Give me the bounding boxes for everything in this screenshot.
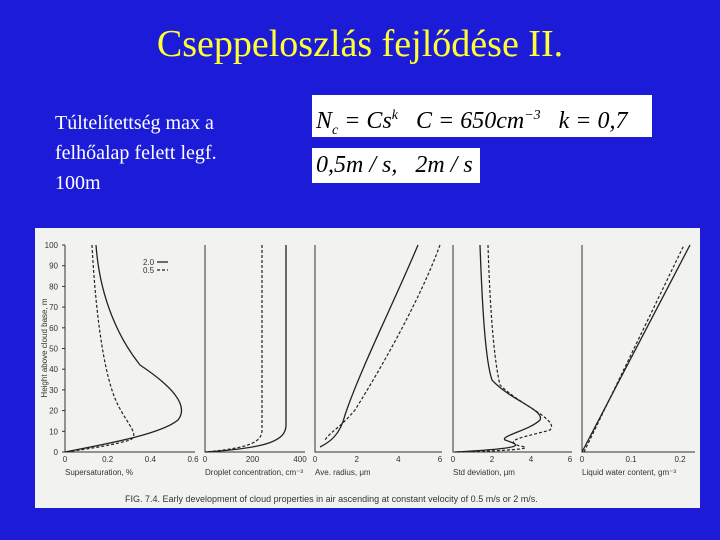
- figure-background: [35, 228, 700, 508]
- x-axis-label: Std deviation, μm: [453, 468, 515, 477]
- formula-part: = Cs: [344, 108, 392, 134]
- formula-part: N: [316, 108, 333, 134]
- formula-part: C = 650cm: [416, 108, 525, 134]
- x-tick-label: 0.2: [102, 455, 114, 464]
- x-tick-label: 4: [529, 455, 534, 464]
- formula-part: k = 0,7: [558, 108, 628, 134]
- slide-title: Cseppeloszlás fejlődése II.: [156, 23, 564, 65]
- curve: [319, 244, 419, 448]
- formula-part: 0,5m / s, 2m / s: [316, 152, 473, 178]
- curve: [454, 244, 541, 453]
- x-tick-label: 0.4: [145, 455, 157, 464]
- y-tick-label: 10: [49, 427, 58, 436]
- formula-box: 0,5m / s, 2m / s: [312, 148, 480, 183]
- y-tick-label: 50: [49, 345, 58, 354]
- x-axis-label: Supersaturation, %: [65, 468, 133, 477]
- y-tick-label: 20: [49, 407, 58, 416]
- curve: [64, 244, 183, 453]
- x-axis-label: Droplet concentration, cm⁻³: [205, 468, 303, 477]
- formula-box: Nc = Csk C = 650cm−3 k = 0,7: [312, 95, 652, 138]
- y-tick-label: 30: [49, 386, 58, 395]
- x-tick-label: 0: [203, 455, 208, 464]
- y-tick-label: 60: [49, 324, 58, 333]
- curve: [583, 244, 685, 453]
- x-tick-label: 0.6: [187, 455, 199, 464]
- curve: [581, 244, 691, 453]
- x-tick-label: 2: [490, 455, 495, 464]
- x-tick-label: 4: [396, 455, 401, 464]
- x-tick-label: 0: [313, 455, 318, 464]
- x-tick-label: 0: [451, 455, 456, 464]
- axis: [452, 245, 572, 453]
- curve: [455, 244, 553, 453]
- curve: [324, 244, 441, 441]
- formula-part: c: [332, 122, 339, 138]
- x-tick-label: 400: [293, 455, 307, 464]
- x-tick-label: 0.1: [625, 455, 637, 464]
- y-axis-label: Height above cloud base, m: [40, 298, 49, 398]
- text-line: felhőalap felett legf.: [55, 142, 217, 164]
- x-tick-label: 2: [354, 455, 359, 464]
- x-axis-label: Liquid water content, gm⁻³: [582, 468, 676, 477]
- y-tick-label: 80: [49, 282, 58, 291]
- text-line: Túltelítettség max a: [55, 112, 214, 134]
- caption: FIG. 7.4. Early development of cloud pro…: [125, 494, 538, 504]
- x-axis-label: Ave. radius, μm: [315, 468, 371, 477]
- plots: 2.0 0.5: [64, 244, 695, 453]
- x-tick-label: 6: [568, 455, 573, 464]
- y-tick-label: 100: [45, 241, 59, 250]
- y-tick-label: 40: [49, 365, 58, 374]
- legend-label: 2.0: [143, 258, 155, 267]
- figure: 2.0 0.5 Height above cloud base, m FIG. …: [35, 228, 700, 508]
- formula-part: k: [391, 108, 398, 123]
- curve: [204, 245, 263, 453]
- y-tick-label: 0: [54, 448, 59, 457]
- x-tick-label: 0: [580, 455, 585, 464]
- x-tick-label: 0.2: [674, 455, 686, 464]
- x-tick-label: 0: [63, 455, 68, 464]
- text-line: 100m: [55, 172, 101, 194]
- y-tick-label: 70: [49, 303, 58, 312]
- x-tick-label: 6: [438, 455, 443, 464]
- formula-part: −3: [524, 108, 541, 123]
- y-tick-label: 90: [49, 262, 58, 271]
- x-tick-label: 200: [246, 455, 260, 464]
- body-text: Túltelítettség max a felhőalap felett le…: [55, 108, 217, 198]
- legend-label: 0.5: [143, 266, 155, 275]
- curve: [204, 245, 287, 453]
- axis: [314, 245, 442, 453]
